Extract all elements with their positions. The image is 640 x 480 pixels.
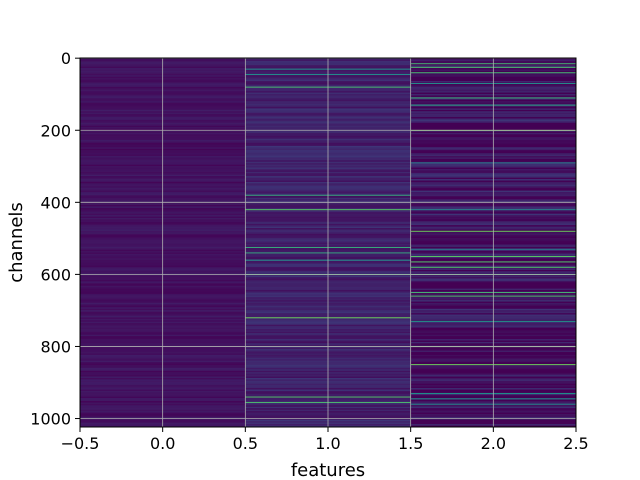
y-tick-label: 200 — [40, 121, 71, 140]
y-tick-label: 1000 — [30, 410, 71, 429]
x-axis-label: features — [291, 460, 365, 480]
x-tick-label: 1.0 — [315, 434, 340, 453]
y-tick-label: 0 — [61, 49, 71, 68]
x-tick-label: 0.0 — [150, 434, 175, 453]
x-axis: −0.5 0.0 0.5 1.0 1.5 2.0 2.5 — [61, 427, 589, 453]
y-tick-label: 800 — [40, 337, 71, 356]
x-tick-label: 2.5 — [563, 434, 588, 453]
y-axis-label: channels — [6, 202, 27, 283]
y-tick-label: 600 — [40, 265, 71, 284]
x-tick-label: −0.5 — [61, 434, 100, 453]
x-tick-label: 2.0 — [481, 434, 506, 453]
y-tick-label: 400 — [40, 193, 71, 212]
x-tick-label: 0.5 — [233, 434, 258, 453]
x-tick-label: 1.5 — [398, 434, 423, 453]
plot-frame — [79, 57, 577, 428]
y-axis: 0 200 400 600 800 1000 — [30, 49, 80, 429]
